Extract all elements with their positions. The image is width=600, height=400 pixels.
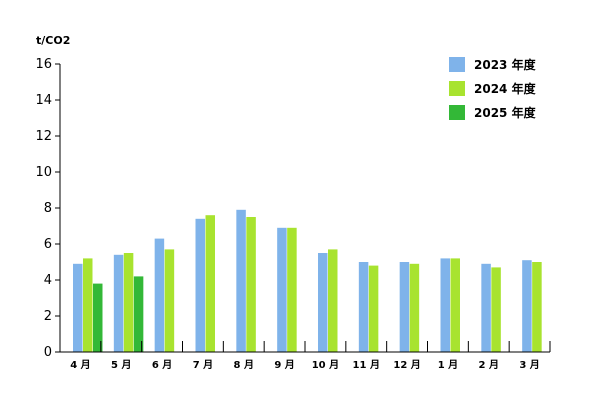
y-tick-label: 14: [35, 93, 52, 108]
x-tick-label: 8 月: [234, 359, 254, 371]
x-tick-label: 4 月: [70, 359, 90, 371]
x-tick-label: 2 月: [479, 359, 499, 371]
bar-2-6: [287, 227, 297, 352]
bars: [73, 209, 542, 352]
x-tick-label: 1 月: [438, 359, 458, 371]
bar-1-3: [154, 238, 165, 352]
x-tick-label: 5 月: [111, 359, 131, 371]
bar-1-2: [113, 254, 124, 352]
bar-2-1: [83, 258, 93, 352]
bar-2-7: [328, 249, 338, 352]
bar-2-3: [164, 249, 175, 352]
bar-1-5: [236, 209, 246, 352]
bar-1-7: [318, 253, 328, 352]
y-tick-label: 8: [44, 201, 52, 216]
x-axis-ticks: 4 月 5 月 6 月 7 月 8 月 9 月 10 月 11 月 12 月 1 月 2 月 3 月: [70, 341, 551, 371]
bar-1-1: [73, 263, 83, 352]
y-tick-label: 2: [44, 309, 52, 324]
x-tick-label: 10 月: [312, 359, 339, 371]
y-tick-label: 4: [44, 273, 52, 288]
legend: 2023 年度 2024 年度 2025 年度: [449, 57, 537, 120]
bar-2-2: [123, 253, 134, 352]
bar-1-8: [358, 262, 369, 352]
y-axis-label: t/CO2: [36, 34, 70, 47]
bar-3-2: [133, 276, 144, 352]
bar-3-1: [93, 283, 103, 352]
bar-1-4: [195, 218, 205, 352]
y-tick-label: 12: [35, 129, 52, 144]
y-tick-label: 0: [44, 345, 52, 360]
y-tick-label: 10: [35, 165, 52, 180]
legend-label-3: 2025 年度: [474, 105, 537, 120]
x-tick-label: 11 月: [353, 359, 380, 371]
bar-1-6: [277, 227, 287, 352]
legend-label-1: 2023 年度: [474, 57, 537, 72]
bar-1-10: [440, 258, 450, 352]
bar-1-12: [522, 260, 532, 352]
y-tick-label: 16: [35, 57, 52, 72]
x-tick-label: 12 月: [393, 359, 420, 371]
bar-2-4: [205, 215, 215, 352]
bar-2-8: [368, 265, 379, 352]
bar-2-12: [532, 262, 542, 352]
bar-2-10: [450, 258, 460, 352]
x-tick-label: 7 月: [193, 359, 213, 371]
x-tick-label: 6 月: [152, 359, 172, 371]
x-tick-label: 3 月: [519, 359, 539, 371]
legend-swatch-3: [449, 105, 465, 120]
bar-2-9: [409, 263, 420, 352]
bar-2-11: [491, 267, 501, 352]
legend-swatch-1: [449, 57, 465, 72]
x-tick-label: 9 月: [274, 359, 294, 371]
bar-1-9: [399, 262, 410, 352]
bar-1-11: [481, 263, 491, 352]
y-axis-ticks: 0 2 4 6 8 10 12 14 16: [35, 57, 60, 360]
bar-2-5: [246, 217, 256, 352]
legend-label-2: 2024 年度: [474, 81, 537, 96]
legend-swatch-2: [449, 81, 465, 96]
y-tick-label: 6: [44, 237, 52, 252]
